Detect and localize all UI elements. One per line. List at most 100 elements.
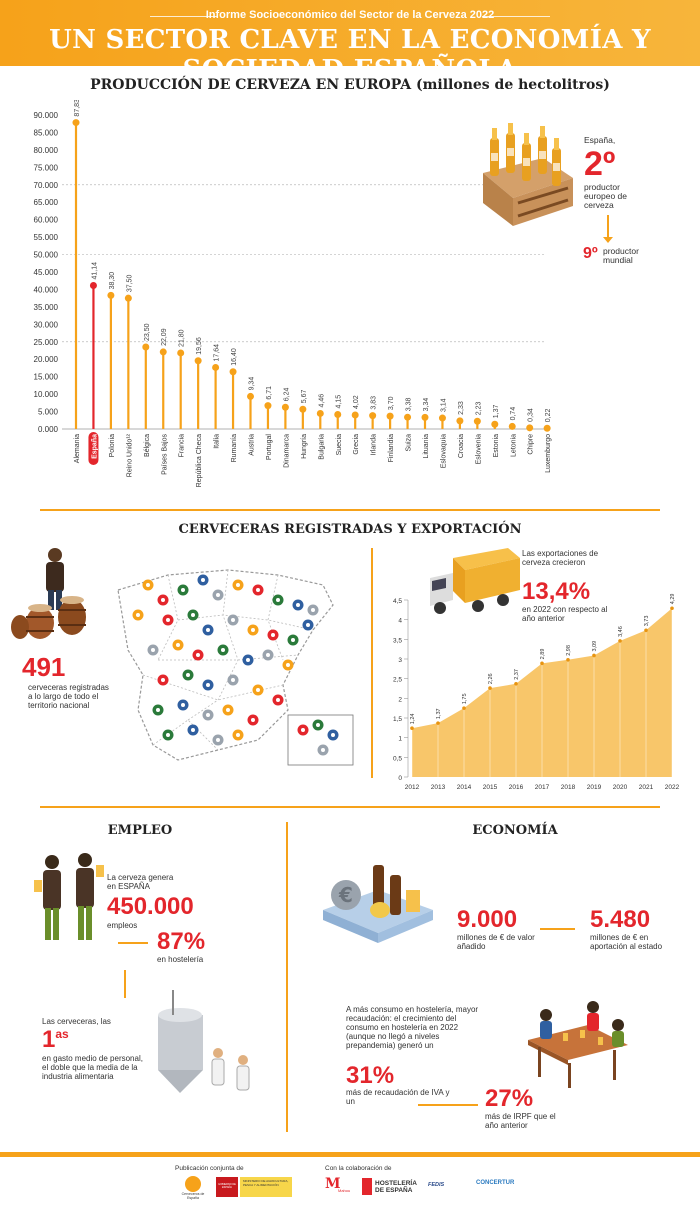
category-label: Francia (179, 434, 186, 457)
value-label: 17,64 (214, 344, 221, 362)
category-label: Eslovenia (475, 434, 482, 464)
bar-point (351, 411, 359, 419)
category-label: Grecia (353, 434, 360, 455)
concertur-logo: CONCERTUR (476, 1180, 516, 1196)
category-label: Lituania (423, 434, 430, 459)
first-suffix: as (55, 1027, 69, 1041)
brewery-marker-center (161, 678, 165, 682)
brewery-marker-center (231, 678, 235, 682)
employment-down-arrow (124, 970, 126, 998)
breweries-first-prefix: Las cerveceras, las (42, 1017, 111, 1026)
brewery-marker-center (296, 603, 300, 607)
value-label: 4,15 (336, 395, 343, 409)
value-label: 3,34 (423, 398, 430, 412)
category-label: República Checa (196, 434, 203, 487)
cerveceros-logo: Cerveceros de España (178, 1176, 208, 1200)
x-tick-label: 2022 (665, 784, 680, 791)
brewery-marker-center (151, 648, 155, 652)
truck-illustration (430, 548, 520, 614)
brewery-marker-center (166, 733, 170, 737)
x-tick-label: 2016 (509, 784, 524, 791)
brewery-marker-center (271, 633, 275, 637)
value-label: 1,37 (493, 404, 500, 418)
y-tick-label: 70.000 (34, 181, 59, 190)
employment-title: EMPLEO (107, 823, 173, 838)
data-point (410, 726, 414, 731)
brewery-marker-center (251, 718, 255, 722)
x-tick-label: 2014 (457, 784, 472, 791)
y-tick-label: 4 (398, 618, 402, 625)
category-label: Irlanda (371, 434, 378, 456)
brewery-marker-center (306, 623, 310, 627)
y-tick-label: 60.000 (34, 216, 59, 225)
value-label: 4,29 (670, 594, 676, 605)
divider-2 (40, 806, 660, 808)
value-label: 2,23 (475, 401, 482, 415)
value-label: 1,75 (462, 693, 468, 704)
economy-title: ECONOMÍA (472, 823, 558, 838)
bar-point (124, 294, 132, 302)
y-tick-label: 3 (398, 657, 402, 664)
category-label: Croacia (458, 434, 465, 458)
bar-point (438, 414, 446, 422)
spain-rank-desc: productor europeo de cerveza (584, 182, 628, 210)
spain-map (117, 569, 354, 766)
category-label: Portugal (266, 434, 273, 461)
value-label: 2,89 (540, 649, 546, 660)
brewery-marker-center (191, 613, 195, 617)
y-tick-label: 5.000 (38, 408, 59, 417)
category-label: Suecia (336, 434, 343, 456)
brewery-marker-center (216, 738, 220, 742)
y-tick-label: 30.000 (34, 320, 59, 329)
gobierno-logo: GOBIERNO DE ESPAÑA (216, 1177, 238, 1197)
data-point (540, 661, 544, 666)
bar-point (194, 357, 202, 365)
y-tick-label: 0,5 (393, 755, 402, 762)
bar-point (89, 281, 97, 289)
category-label: Bulgaria (318, 434, 325, 460)
breweries-count-desc: cerveceras registradas a lo largo de tod… (28, 683, 109, 710)
brewery-marker-center (216, 593, 220, 597)
category-label: Luxemburgo (545, 434, 552, 473)
y-tick-label: 1,5 (393, 716, 402, 723)
brewery-marker-center (311, 608, 315, 612)
divider-1 (40, 509, 660, 511)
category-label: Bélgica (144, 434, 151, 457)
bar-point (316, 409, 324, 417)
x-tick-label: 2017 (535, 784, 550, 791)
value-label: 3,70 (388, 396, 395, 410)
value-label: 21,80 (179, 329, 186, 347)
jobs-value: 450.000 (107, 893, 194, 920)
bar-point (526, 424, 534, 432)
gobierno-logo-text: GOBIERNO DE ESPAÑA (218, 1183, 236, 1189)
value-label: 4,46 (318, 394, 325, 408)
jobs-arrow (118, 942, 148, 944)
brewery-marker-center (276, 698, 280, 702)
cerveceros-logo-text: Cerveceros de España (181, 1192, 205, 1200)
brewery-marker-center (246, 658, 250, 662)
brewery-marker-center (161, 598, 165, 602)
brewery-marker-center (226, 708, 230, 712)
fedis-logo: FEDIS (428, 1182, 468, 1194)
value-label: 2,33 (458, 401, 465, 415)
bar-point (404, 413, 412, 421)
data-point (514, 681, 518, 686)
state-contribution-desc: millones de € en aportación al estado (590, 933, 663, 951)
category-label: Finlandia (388, 434, 395, 463)
y-tick-label: 4,5 (393, 598, 402, 605)
hosteleria-logo: HOSTELERÍA DE ESPAÑA (362, 1177, 417, 1197)
header-rule-right (482, 16, 550, 17)
spain-rank-value: 2º (584, 145, 616, 183)
value-added: 9.000 (457, 906, 518, 933)
y-tick-label: 3,5 (393, 637, 402, 644)
ministerio-logo-text: MINISTERIO DE AGRICULTURA, PESCA Y ALIME… (243, 1179, 289, 1187)
svg-text:€: € (338, 883, 353, 907)
brewery-marker-center (231, 618, 235, 622)
bar-point (386, 412, 394, 420)
bar-point (281, 403, 289, 411)
bar-point (456, 417, 464, 425)
x-tick-label: 2018 (561, 784, 576, 791)
production-title: PRODUCCIÓN DE CERVEZA EN EUROPA (millone… (90, 77, 610, 93)
footer-left-label: Publicación conjunta de (175, 1165, 244, 1172)
value-label: 9,34 (249, 377, 256, 391)
